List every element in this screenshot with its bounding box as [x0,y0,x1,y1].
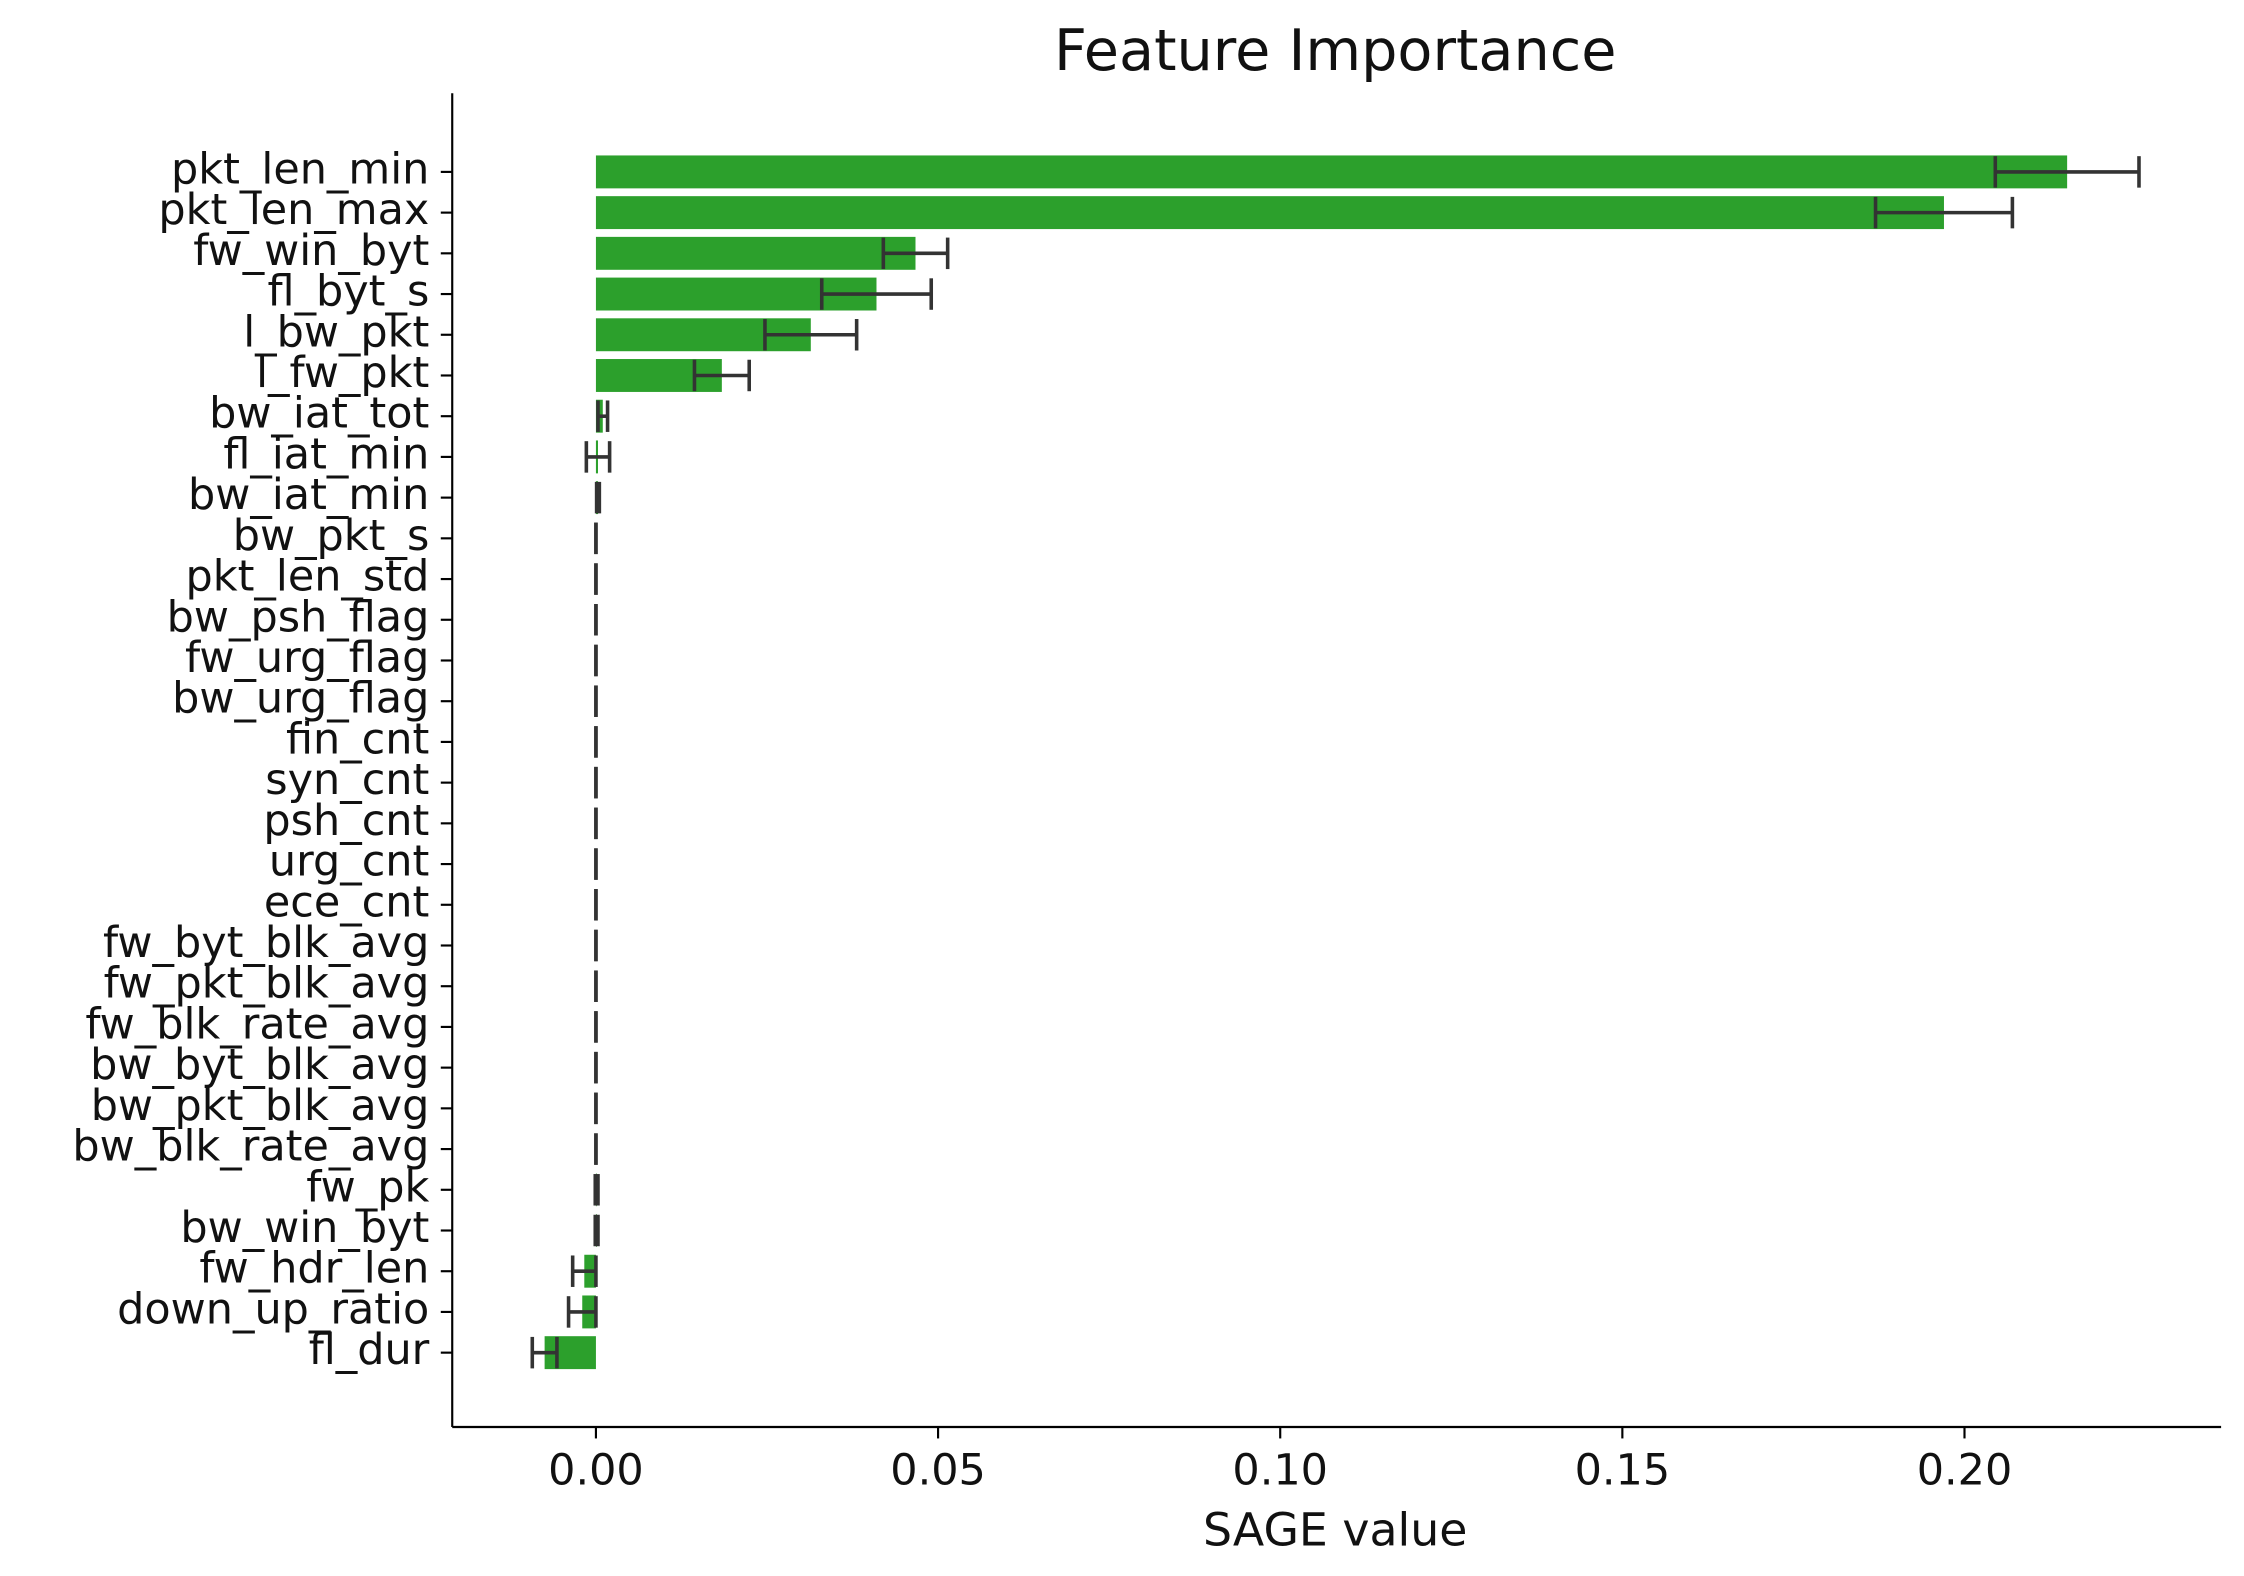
error-bar [570,1255,598,1287]
y-tick-label: fw_urg_flag [185,633,429,683]
y-tick-label: bw_iat_tot [209,389,429,439]
y-tick-label: urg_cnt [269,837,429,887]
y-tick-label: fl_dur [309,1325,430,1375]
y-tick-label: psh_cnt [263,796,429,846]
y-tick-label: fw_win_byt [193,226,429,276]
y-tick-label: bw_iat_min [188,470,429,520]
y-tick-label: fl_iat_min [223,429,429,479]
x-tick-label: 0.15 [1575,1445,1671,1495]
x-tick-label: 0.10 [1232,1445,1328,1495]
y-tick-label: fin_cnt [286,714,429,764]
y-tick-label: fw_blk_rate_avg [85,999,429,1049]
y-tick-label: bw_urg_flag [172,674,429,724]
error-bar [593,1214,600,1247]
chart-title: Feature Importance [1054,18,1616,84]
y-tick-label: l_fw_pkt [256,348,429,398]
x-axis-label: SAGE value [1203,1502,1467,1556]
error-bar [530,1336,559,1369]
x-tick-label: 0.00 [548,1445,644,1495]
y-tick-label: fl_byt_s [268,267,430,317]
y-tick-label: fw_pkt_blk_avg [104,959,430,1009]
error-bar [594,481,602,514]
y-tick-label: bw_pkt_s [233,511,430,561]
error-bar [881,237,950,270]
error-bar [1873,196,2015,229]
error-bar [584,441,612,473]
y-tick-label: fw_byt_blk_avg [103,918,429,968]
y-tick-label: pkt_len_std [186,552,430,602]
error-bar [596,400,610,432]
y-tick-label: bw_blk_rate_avg [72,1122,429,1172]
x-tick-label: 0.20 [1917,1445,2013,1495]
error-bar [692,359,752,392]
error-bar [593,1174,600,1206]
y-tick-label: syn_cnt [265,755,429,805]
y-tick-label: pkt_len_max [158,185,429,235]
y-tick-label: l_bw_pkt [243,307,429,357]
y-tick-label: ece_cnt [264,877,430,927]
y-tick-label: pkt_len_min [171,144,429,194]
y-tick-label: down_up_ratio [117,1284,429,1334]
y-tick-label: bw_psh_flag [167,592,430,642]
y-tick-label: fw_pk [306,1162,429,1212]
y-tick-label: fw_hdr_len [199,1244,429,1294]
error-bar [1993,156,2141,188]
error-bar [566,1296,598,1328]
error-bar [819,278,934,310]
y-tick-label: bw_pkt_blk_avg [91,1081,430,1131]
y-tick-label: bw_win_byt [180,1203,429,1253]
x-tick-label: 0.05 [890,1445,986,1495]
bar [595,236,916,270]
bar [595,196,1944,230]
bar [595,155,2068,189]
error-bar [763,319,859,351]
y-tick-label: bw_byt_blk_avg [90,1040,429,1090]
